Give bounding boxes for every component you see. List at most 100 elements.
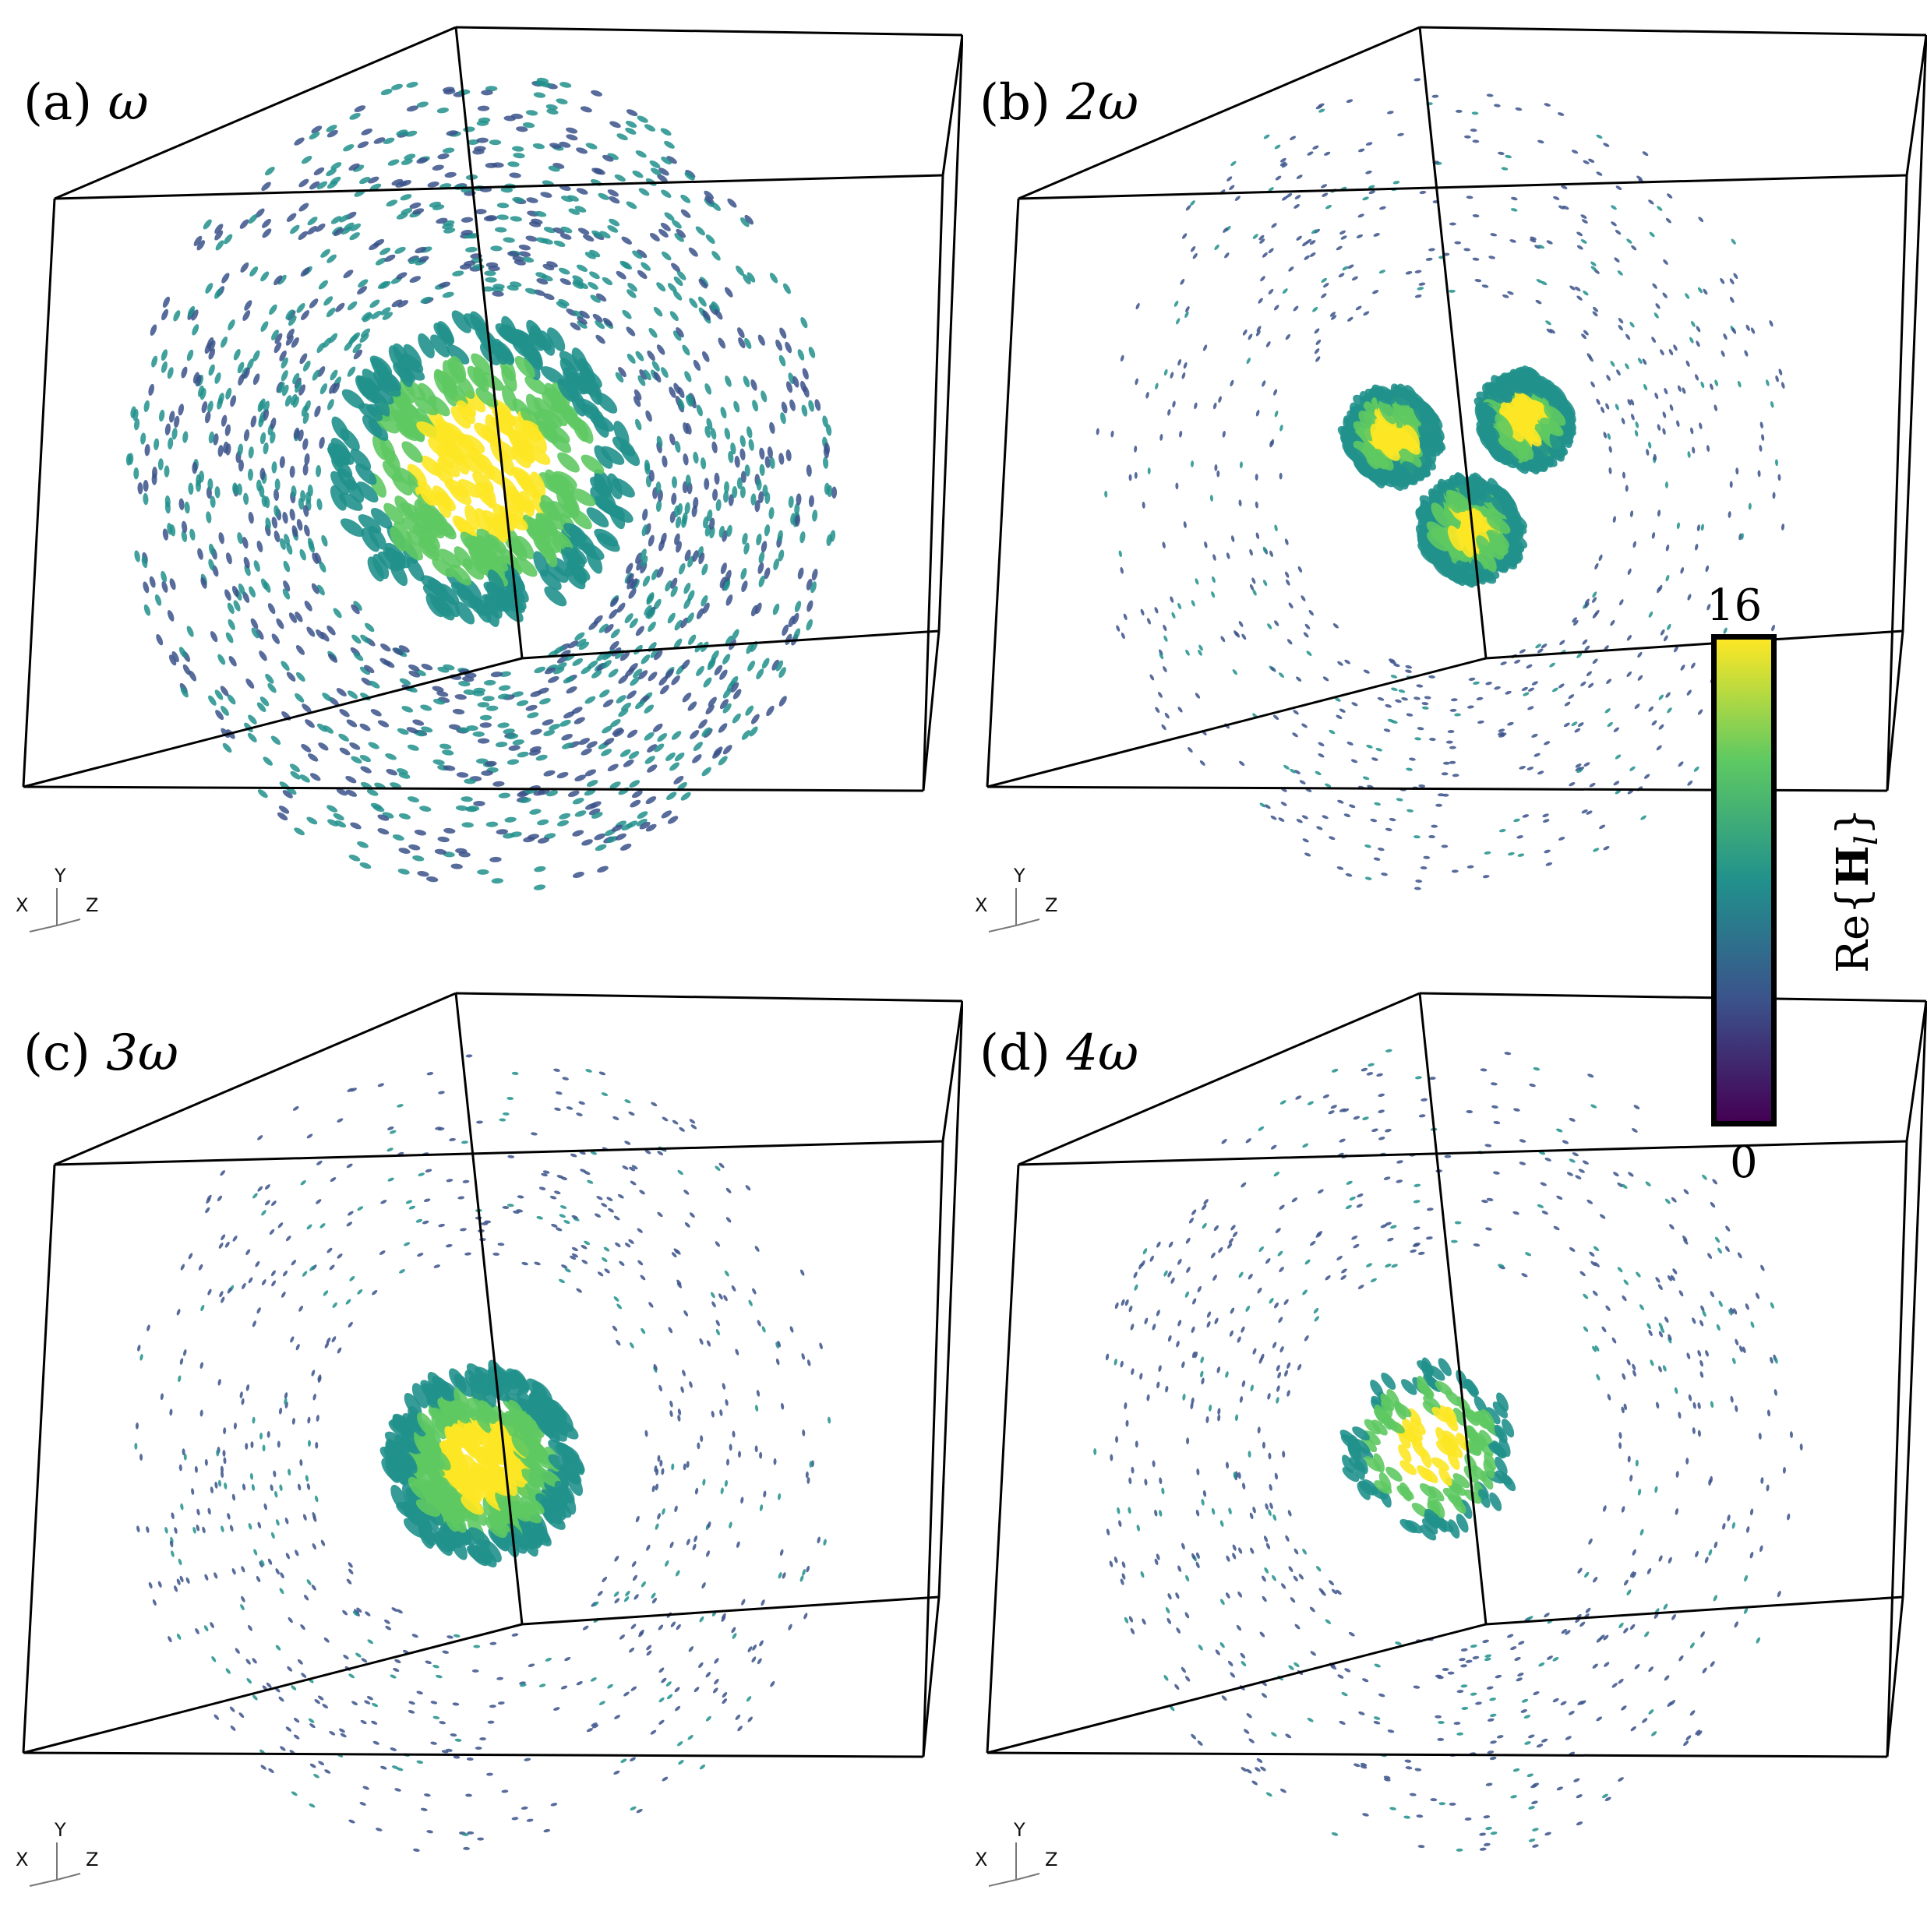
field-glyph	[1761, 434, 1765, 441]
field-glyph	[340, 1733, 347, 1738]
field-glyph	[286, 213, 297, 222]
field-glyph	[1159, 653, 1164, 660]
field-glyph	[1134, 471, 1138, 479]
field-glyph	[454, 694, 467, 700]
field-glyph	[1325, 783, 1332, 788]
field-glyph	[1648, 1709, 1654, 1715]
panel-b: (b) 2ω Y X Z	[964, 0, 1927, 966]
field-glyph	[496, 214, 509, 220]
field-glyph	[601, 1203, 608, 1208]
field-glyph	[1537, 648, 1544, 654]
field-glyph	[1192, 252, 1198, 259]
field-glyph	[740, 567, 747, 580]
field-glyph	[380, 307, 391, 316]
field-glyph	[1576, 653, 1583, 658]
field-glyph	[1603, 143, 1610, 147]
field-glyph	[572, 275, 584, 283]
field-glyph	[263, 1503, 267, 1511]
field-glyph	[253, 1549, 258, 1556]
field-glyph	[764, 456, 771, 468]
field-glyph	[675, 516, 682, 529]
field-glyph	[1731, 327, 1737, 334]
box-edge	[937, 34, 963, 632]
field-glyph	[425, 1660, 432, 1665]
field-glyph	[427, 437, 450, 458]
field-glyph	[658, 1697, 665, 1703]
field-glyph	[1286, 639, 1293, 645]
field-glyph	[499, 555, 523, 575]
box-edge	[922, 630, 941, 791]
field-glyph	[259, 1432, 263, 1440]
field-glyph	[646, 1645, 652, 1651]
field-glyph	[454, 1387, 469, 1414]
field-glyph	[392, 1415, 414, 1437]
field-glyph	[542, 1170, 550, 1174]
field-glyph	[732, 1430, 736, 1438]
field-glyph	[399, 1269, 406, 1274]
field-glyph	[621, 702, 632, 711]
field-glyph	[548, 1454, 572, 1473]
field-glyph	[1389, 817, 1396, 822]
field-glyph	[1496, 1735, 1504, 1739]
field-glyph	[1466, 865, 1474, 869]
field-glyph	[250, 1441, 254, 1448]
field-glyph	[252, 1320, 256, 1327]
field-glyph	[503, 728, 515, 735]
field-glyph	[1459, 531, 1474, 558]
field-glyph	[389, 397, 408, 421]
field-glyph	[238, 1712, 245, 1719]
field-glyph	[552, 530, 574, 552]
field-glyph	[697, 296, 707, 307]
field-glyph	[157, 458, 164, 471]
field-glyph	[255, 208, 265, 218]
field-glyph	[296, 303, 305, 313]
field-glyph	[259, 1560, 263, 1568]
field-glyph	[682, 344, 690, 356]
field-glyph	[391, 1607, 398, 1612]
field-glyph	[1214, 464, 1218, 471]
field-glyph	[265, 517, 271, 530]
field-glyph	[178, 1558, 182, 1566]
field-glyph	[500, 1412, 518, 1438]
field-glyph	[298, 1483, 302, 1491]
field-glyph	[532, 143, 545, 150]
field-glyph	[149, 576, 156, 588]
field-glyph	[393, 521, 412, 545]
field-glyph	[1351, 702, 1358, 707]
field-glyph	[1371, 386, 1396, 405]
field-glyph	[1304, 255, 1310, 260]
field-glyph	[581, 1259, 588, 1264]
field-glyph	[1484, 535, 1509, 555]
field-glyph	[1720, 277, 1725, 284]
field-glyph	[1260, 276, 1265, 282]
field-glyph	[511, 1369, 529, 1394]
field-glyph	[557, 452, 580, 473]
field-glyph	[649, 160, 661, 168]
field-glyph	[1635, 421, 1639, 428]
field-glyph	[1584, 645, 1590, 651]
field-glyph	[329, 1264, 335, 1271]
field-glyph	[1451, 869, 1459, 873]
field-glyph	[682, 512, 688, 524]
field-glyph	[1252, 234, 1258, 239]
field-glyph	[458, 851, 471, 858]
field-glyph	[379, 1446, 403, 1467]
field-glyph	[295, 672, 305, 682]
field-glyph	[1163, 624, 1167, 632]
field-glyph	[1323, 282, 1329, 288]
field-glyph	[1427, 531, 1450, 552]
field-glyph	[645, 823, 657, 832]
field-glyph	[540, 495, 559, 520]
field-glyph	[188, 1253, 193, 1260]
field-glyph	[696, 404, 703, 417]
field-glyph	[292, 396, 299, 408]
field-glyph	[689, 1380, 693, 1388]
field-glyph	[694, 1687, 700, 1693]
field-glyph	[380, 643, 391, 652]
field-glyph	[454, 1373, 474, 1398]
field-glyph	[1220, 636, 1226, 643]
field-glyph	[432, 686, 444, 693]
field-glyph	[323, 1290, 329, 1296]
field-glyph	[1409, 1793, 1417, 1796]
field-glyph	[422, 1220, 429, 1225]
